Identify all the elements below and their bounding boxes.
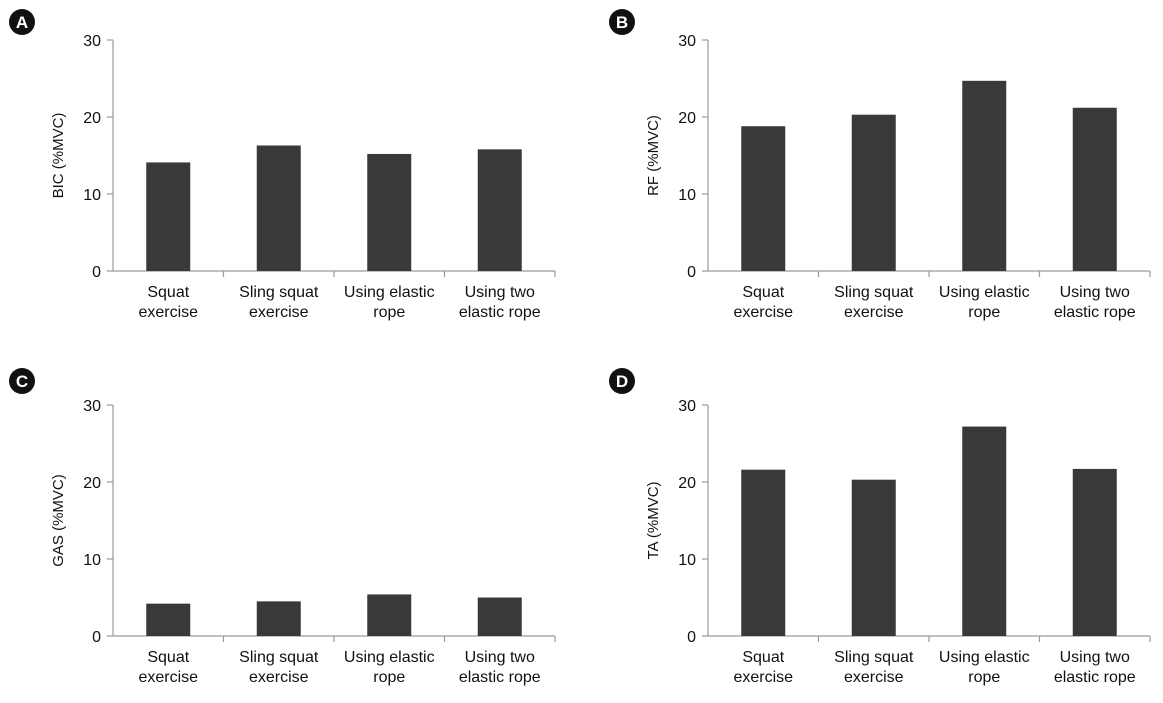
x-tick-label: Sling squat: [834, 284, 914, 301]
y-tick-label: 20: [83, 475, 101, 492]
y-tick-label: 30: [83, 33, 101, 50]
y-axis-label: BIC (%MVC): [50, 113, 67, 199]
x-tick-label: Using two: [1060, 649, 1130, 666]
panel-badge: [609, 368, 635, 394]
x-tick-label: rope: [968, 304, 1000, 321]
chart-panel-a: A 0 10 20 30 BIC (%MVC) Squat exercise Sling squ…: [9, 9, 556, 321]
y-tick-label: 20: [678, 475, 696, 492]
chart-panel-c: C 0 10 20 30 GAS (%MVC) Squat exercise Sling squ…: [9, 368, 556, 686]
y-tick-label: 30: [678, 398, 696, 415]
x-tick-label: elastic rope: [459, 669, 541, 686]
y-tick-label: 30: [678, 33, 696, 50]
y-tick-label: 30: [83, 398, 101, 415]
x-tick-label: Using two: [465, 284, 535, 301]
x-tick-label: exercise: [138, 669, 198, 686]
x-tick-label: exercise: [249, 669, 309, 686]
x-tick-label: Using elastic: [344, 649, 435, 666]
y-tick-label: 0: [92, 264, 101, 281]
chart-panel-d: D 0 10 20 30 TA (%MVC) Squat exercise Sling squa…: [609, 368, 1151, 686]
y-tick-label: 0: [687, 264, 696, 281]
panel-badge: [9, 368, 35, 394]
x-tick-label: Squat: [742, 649, 784, 666]
y-tick-label: 10: [83, 552, 101, 569]
bar: [1072, 468, 1117, 636]
x-tick-label: Using two: [1060, 284, 1130, 301]
x-tick-label: Using elastic: [939, 649, 1030, 666]
bar: [146, 162, 191, 271]
y-tick-label: 20: [83, 110, 101, 127]
x-tick-label: Sling squat: [239, 284, 319, 301]
panel-badge-label: C: [16, 372, 28, 391]
y-axis-label: RF (%MVC): [645, 115, 662, 196]
bar: [256, 601, 301, 636]
x-tick-label: Squat: [742, 284, 784, 301]
x-tick-label: exercise: [733, 304, 793, 321]
x-tick-label: Using two: [465, 649, 535, 666]
panel-badge-label: A: [16, 13, 28, 32]
bar: [741, 469, 786, 636]
bar: [962, 426, 1007, 636]
x-tick-label: Using elastic: [344, 284, 435, 301]
y-tick-label: 10: [83, 187, 101, 204]
y-tick-label: 10: [678, 187, 696, 204]
x-tick-label: Using elastic: [939, 284, 1030, 301]
x-tick-label: Sling squat: [239, 649, 319, 666]
bar: [477, 597, 522, 636]
x-tick-label: rope: [373, 669, 405, 686]
bar: [741, 126, 786, 272]
y-axis-label: TA (%MVC): [645, 481, 662, 559]
bar: [477, 149, 522, 271]
x-tick-label: rope: [373, 304, 405, 321]
bar: [851, 114, 896, 271]
bar: [1072, 107, 1117, 271]
bar: [367, 594, 412, 636]
y-tick-label: 10: [678, 552, 696, 569]
y-tick-label: 0: [687, 629, 696, 646]
bar: [851, 479, 896, 636]
bar: [146, 603, 191, 636]
bar: [962, 80, 1007, 271]
panel-badge-label: D: [616, 372, 628, 391]
x-tick-label: elastic rope: [1054, 669, 1136, 686]
x-tick-label: exercise: [249, 304, 309, 321]
x-tick-label: elastic rope: [1054, 304, 1136, 321]
panel-badge-label: B: [616, 13, 628, 32]
y-tick-label: 20: [678, 110, 696, 127]
x-tick-label: exercise: [138, 304, 198, 321]
x-tick-label: exercise: [844, 304, 904, 321]
x-tick-label: elastic rope: [459, 304, 541, 321]
y-axis-label: GAS (%MVC): [50, 474, 67, 567]
bar: [256, 145, 301, 271]
x-tick-label: exercise: [844, 669, 904, 686]
x-tick-label: Squat: [147, 649, 189, 666]
panel-badge: [9, 9, 35, 35]
x-tick-label: Sling squat: [834, 649, 914, 666]
panel-badge: [609, 9, 635, 35]
y-tick-label: 0: [92, 629, 101, 646]
x-tick-label: Squat: [147, 284, 189, 301]
bar: [367, 153, 412, 271]
x-tick-label: exercise: [733, 669, 793, 686]
chart-panel-b: B 0 10 20 30 RF (%MVC) Squat exercise Sling squa…: [609, 9, 1151, 321]
x-tick-label: rope: [968, 669, 1000, 686]
